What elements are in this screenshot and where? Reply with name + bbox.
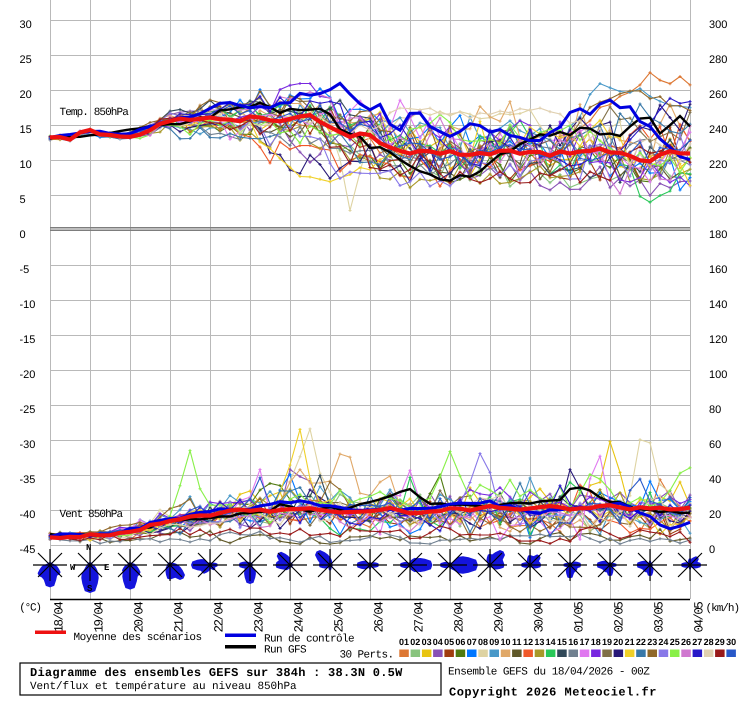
svg-text:18/04: 18/04 (53, 602, 67, 633)
svg-text:17: 17 (579, 637, 589, 647)
svg-text:E: E (104, 563, 110, 573)
svg-text:05: 05 (444, 637, 454, 647)
svg-text:140: 140 (709, 299, 727, 311)
svg-text:-30: -30 (20, 439, 36, 451)
svg-text:Run de contrôle: Run de contrôle (264, 634, 354, 646)
svg-text:12: 12 (523, 637, 533, 647)
svg-text:02: 02 (410, 637, 420, 647)
svg-text:30: 30 (20, 19, 32, 31)
svg-text:-40: -40 (20, 509, 36, 521)
svg-text:01/05: 01/05 (573, 602, 587, 633)
svg-text:260: 260 (709, 89, 727, 101)
svg-text:-35: -35 (20, 474, 36, 486)
svg-text:13: 13 (534, 637, 544, 647)
svg-text:28/04: 28/04 (453, 602, 467, 633)
svg-text:29: 29 (715, 637, 725, 647)
svg-text:25/04: 25/04 (333, 602, 347, 633)
svg-text:20: 20 (613, 637, 623, 647)
svg-text:26/04: 26/04 (373, 602, 387, 633)
svg-text:30: 30 (726, 637, 736, 647)
svg-text:Temp. 850hPa: Temp. 850hPa (60, 107, 130, 119)
svg-text:20: 20 (20, 89, 32, 101)
svg-text:N: N (86, 543, 91, 553)
svg-text:30 Perts.: 30 Perts. (340, 650, 394, 662)
svg-text:W: W (70, 563, 76, 573)
svg-text:21: 21 (625, 637, 635, 647)
svg-text:(°C): (°C) (19, 603, 41, 615)
svg-text:16: 16 (568, 637, 578, 647)
svg-text:15: 15 (20, 124, 32, 136)
svg-text:0: 0 (20, 229, 26, 241)
svg-text:11: 11 (512, 637, 522, 647)
svg-text:29/04: 29/04 (493, 602, 507, 633)
svg-text:20: 20 (709, 509, 721, 521)
svg-text:220: 220 (709, 159, 727, 171)
svg-text:180: 180 (709, 229, 727, 241)
svg-text:28: 28 (704, 637, 714, 647)
svg-text:Diagramme des ensembles GEFS s: Diagramme des ensembles GEFS sur 384h : … (30, 666, 403, 680)
svg-text:19: 19 (602, 637, 612, 647)
svg-text:-45: -45 (20, 544, 36, 556)
svg-text:Run GFS: Run GFS (264, 645, 307, 657)
svg-text:24: 24 (658, 637, 668, 647)
svg-text:-20: -20 (20, 369, 36, 381)
svg-text:23/04: 23/04 (253, 602, 267, 633)
svg-text:(km/h): (km/h) (706, 603, 740, 615)
svg-text:10: 10 (20, 159, 32, 171)
svg-text:60: 60 (709, 439, 721, 451)
svg-text:03: 03 (422, 637, 432, 647)
svg-text:04/05: 04/05 (693, 602, 707, 633)
svg-text:14: 14 (546, 637, 556, 647)
svg-text:Vent 850hPa: Vent 850hPa (60, 509, 124, 521)
svg-text:18: 18 (591, 637, 601, 647)
svg-text:S: S (87, 584, 93, 594)
svg-text:20/04: 20/04 (133, 602, 147, 633)
svg-text:-10: -10 (20, 299, 36, 311)
svg-text:19/04: 19/04 (93, 602, 107, 633)
svg-text:-5: -5 (20, 264, 30, 276)
svg-text:25: 25 (670, 637, 680, 647)
svg-text:22: 22 (636, 637, 646, 647)
svg-text:03/05: 03/05 (653, 602, 667, 633)
svg-text:240: 240 (709, 124, 727, 136)
svg-text:06: 06 (455, 637, 465, 647)
svg-text:02/05: 02/05 (613, 602, 627, 633)
svg-text:5: 5 (20, 194, 26, 206)
svg-text:Vent/flux et température au ni: Vent/flux et température au niveau 850hP… (30, 681, 297, 693)
svg-text:30/04: 30/04 (533, 602, 547, 633)
svg-text:Ensemble GEFS du 18/04/2026 -: Ensemble GEFS du 18/04/2026 - 00Z (448, 667, 650, 679)
svg-text:09: 09 (489, 637, 499, 647)
svg-text:26: 26 (681, 637, 691, 647)
svg-text:120: 120 (709, 334, 727, 346)
svg-text:0: 0 (709, 544, 715, 556)
svg-text:04: 04 (433, 637, 443, 647)
svg-text:80: 80 (709, 404, 721, 416)
svg-text:25: 25 (20, 54, 32, 66)
svg-text:200: 200 (709, 194, 727, 206)
svg-text:27: 27 (692, 637, 702, 647)
svg-text:07: 07 (467, 637, 477, 647)
svg-text:15: 15 (557, 637, 567, 647)
svg-text:Moyenne des scénarios: Moyenne des scénarios (74, 632, 202, 644)
svg-text:01: 01 (399, 637, 409, 647)
svg-text:10: 10 (500, 637, 510, 647)
svg-text:23: 23 (647, 637, 657, 647)
svg-text:280: 280 (709, 54, 727, 66)
svg-text:24/04: 24/04 (293, 602, 307, 633)
svg-text:22/04: 22/04 (213, 602, 227, 633)
svg-text:08: 08 (478, 637, 488, 647)
svg-text:Copyright 2026 Meteociel.fr: Copyright 2026 Meteociel.fr (449, 686, 657, 700)
svg-text:160: 160 (709, 264, 727, 276)
svg-text:40: 40 (709, 474, 721, 486)
svg-text:-25: -25 (20, 404, 36, 416)
svg-text:-15: -15 (20, 334, 36, 346)
svg-text:21/04: 21/04 (173, 602, 187, 633)
svg-text:300: 300 (709, 19, 727, 31)
svg-text:100: 100 (709, 369, 727, 381)
svg-text:27/04: 27/04 (413, 602, 427, 633)
